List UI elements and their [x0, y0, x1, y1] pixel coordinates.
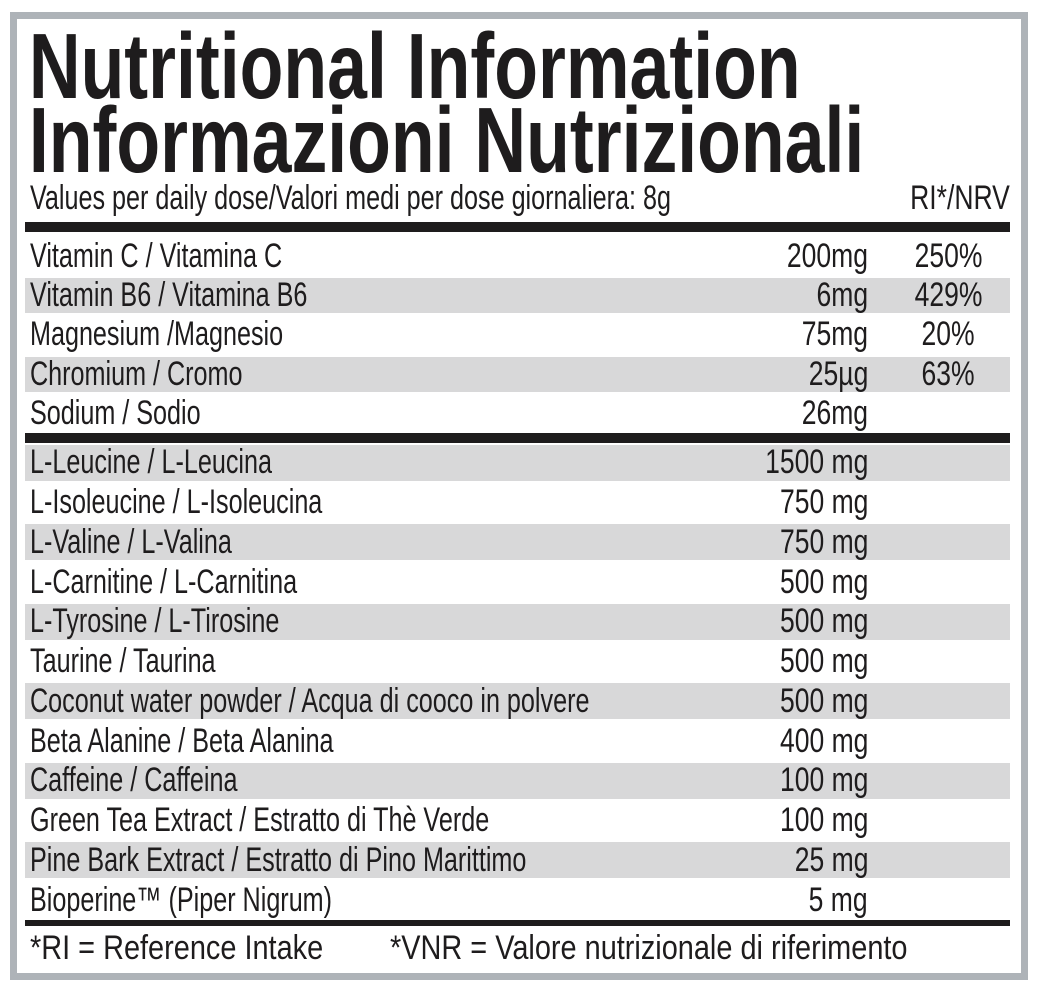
- table-row: Magnesium /Magnesio 75mg 20%: [25, 315, 1010, 354]
- table-row: Green Tea Extract / Estratto di Thè Verd…: [25, 801, 1010, 841]
- nutrient-amount: 6mg: [816, 276, 868, 315]
- nutrient-name: Caffeine / Caffeina: [30, 761, 238, 800]
- active-ingredients-section: L-Leucine / L-Leucina 1500 mg L-Isoleuci…: [25, 442, 1010, 920]
- nutrient-amount: 500 mg: [779, 681, 868, 720]
- footnotes: *RI = Reference Intake *VNR = Valore nut…: [25, 926, 1010, 972]
- nutrient-amount: 1500 mg: [764, 443, 868, 482]
- table-row: Caffeine / Caffeina 100 mg: [25, 760, 1010, 801]
- nutrient-ri-percent: 250%: [914, 237, 982, 276]
- vitamins-minerals-section: Vitamin C / Vitamina C 200mg 250% Vitami…: [25, 237, 1010, 433]
- nutrient-name: Green Tea Extract / Estratto di Thè Verd…: [30, 801, 490, 840]
- nutrient-amount: 750 mg: [779, 522, 868, 561]
- nutrient-name: Bioperine™ (Piper Nigrum): [30, 880, 333, 919]
- table-row: Bioperine™ (Piper Nigrum) 5 mg: [25, 880, 1010, 920]
- table-row: Beta Alanine / Beta Alanina 400 mg: [25, 721, 1010, 761]
- table-row: Sodium / Sodio 26mg: [25, 394, 1010, 433]
- table-row: L-Isoleucine / L-Isoleucina 750 mg: [25, 483, 1010, 523]
- nutrient-amount: 200mg: [786, 237, 868, 276]
- nutrient-amount: 400 mg: [779, 721, 868, 760]
- nutrient-name: L-Leucine / L-Leucina: [30, 443, 272, 482]
- nutrient-name: Pine Bark Extract / Estratto di Pino Mar…: [30, 840, 527, 879]
- nutrient-name: Vitamin B6 / Vitamina B6: [30, 276, 308, 315]
- nutrient-ri-percent: 20%: [921, 315, 975, 354]
- nutrient-name: L-Carnitine / L-Carnitina: [30, 562, 298, 601]
- table-row: Pine Bark Extract / Estratto di Pino Mar…: [25, 840, 1010, 881]
- vnr-footnote: *VNR = Valore nutrizionale di riferiment…: [389, 929, 908, 968]
- nutrient-name: Vitamin C / Vitamina C: [30, 237, 283, 276]
- ri-nrv-column-header: RI*/NRV: [910, 179, 1010, 217]
- table-row: Vitamin B6 / Vitamina B6 6mg 429%: [25, 276, 1010, 316]
- nutrient-amount: 25 mg: [794, 840, 868, 879]
- nutrient-amount: 5 mg: [809, 880, 868, 919]
- nutrient-name: Chromium / Cromo: [30, 354, 243, 393]
- table-row: Coconut water powder / Acqua di cooco in…: [25, 681, 1010, 722]
- label-frame: Nutritional Information Informazioni Nut…: [10, 12, 1028, 980]
- nutrient-amount: 75mg: [801, 315, 868, 354]
- nutrient-amount: 100 mg: [779, 801, 868, 840]
- nutrient-name: L-Valine / L-Valina: [30, 522, 232, 561]
- header-divider-rule: [25, 222, 1010, 232]
- serving-info: Values per daily dose/Valori medi per do…: [30, 179, 672, 217]
- nutrient-amount: 500 mg: [779, 642, 868, 681]
- nutrient-name: Magnesium /Magnesio: [30, 315, 284, 354]
- nutrient-ri-percent: 429%: [914, 276, 982, 315]
- nutrient-name: Taurine / Taurina: [30, 642, 216, 681]
- title-line-italian: Informazioni Nutrizionali: [28, 88, 865, 192]
- nutrient-name: Coconut water powder / Acqua di cooco in…: [30, 681, 590, 720]
- page-title: Nutritional Information Informazioni Nut…: [25, 14, 1010, 192]
- nutrient-ri-percent: 63%: [921, 354, 975, 393]
- table-row: L-Valine / L-Valina 750 mg: [25, 522, 1010, 563]
- nutrient-amount: 500 mg: [779, 562, 868, 601]
- nutrient-name: L-Tyrosine / L-Tirosine: [30, 602, 280, 641]
- table-row: Chromium / Cromo 25µg 63%: [25, 354, 1010, 394]
- table-row: Vitamin C / Vitamina C 200mg 250%: [25, 237, 1010, 276]
- nutrient-amount: 25µg: [808, 354, 868, 393]
- section-divider-rule: [25, 432, 1010, 443]
- table-header: Values per daily dose/Valori medi per do…: [25, 177, 1010, 217]
- nutrient-amount: 500 mg: [779, 602, 868, 641]
- table-row: L-Carnitine / L-Carnitina 500 mg: [25, 562, 1010, 602]
- nutrient-name: Sodium / Sodio: [30, 393, 201, 432]
- ri-footnote: *RI = Reference Intake: [30, 929, 324, 968]
- nutrient-amount: 100 mg: [779, 761, 868, 800]
- table-row: Taurine / Taurina 500 mg: [25, 642, 1010, 682]
- nutrient-amount: 750 mg: [779, 483, 868, 522]
- label-content: Nutritional Information Informazioni Nut…: [25, 19, 1010, 972]
- nutrient-name: Beta Alanine / Beta Alanina: [30, 721, 334, 760]
- footer-divider-rule: [25, 919, 1010, 926]
- table-row: L-Leucine / L-Leucina 1500 mg: [25, 442, 1010, 483]
- nutrient-name: L-Isoleucine / L-Isoleucina: [30, 483, 323, 522]
- nutrient-amount: 26mg: [801, 393, 868, 432]
- title-line-english: Nutritional Information: [28, 14, 801, 118]
- table-row: L-Tyrosine / L-Tirosine 500 mg: [25, 601, 1010, 642]
